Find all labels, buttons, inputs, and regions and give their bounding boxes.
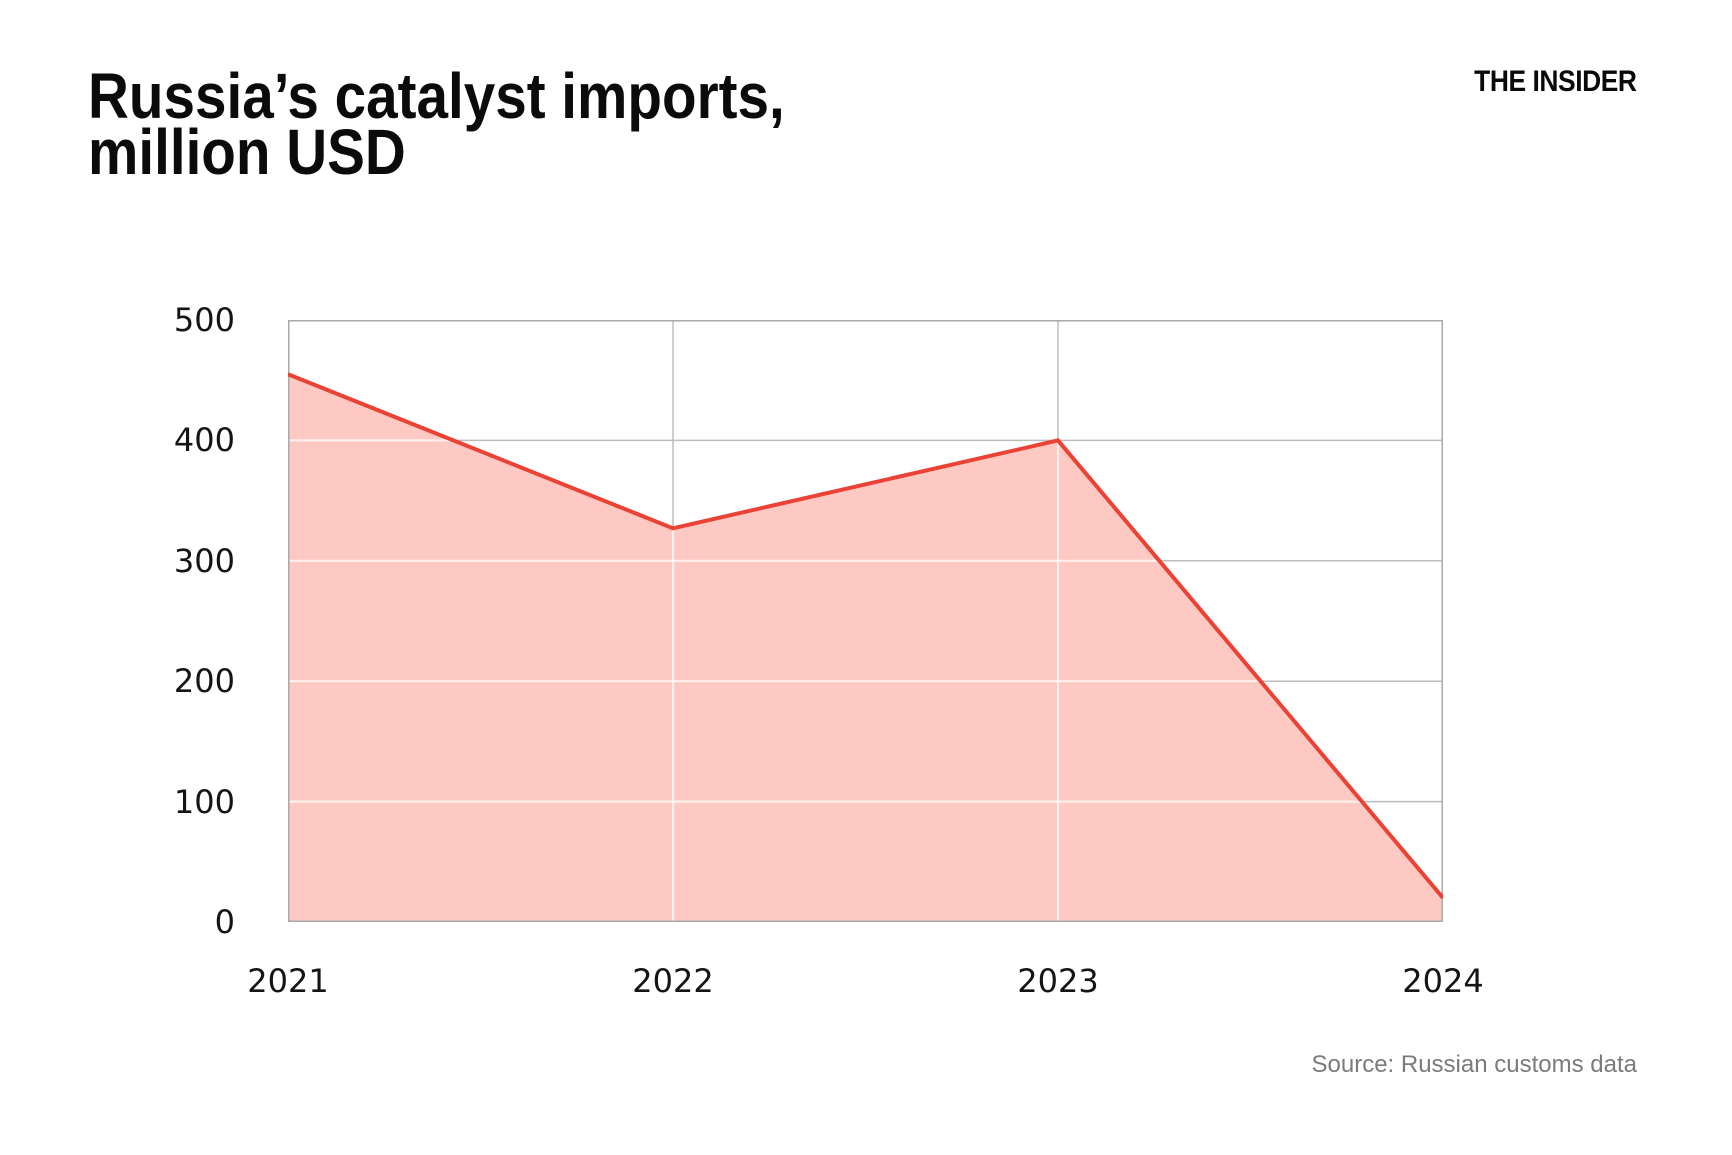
y-tick-label: 0 (214, 903, 235, 941)
x-tick-label: 2022 (632, 962, 714, 1000)
x-tick-label: 2023 (1017, 962, 1099, 1000)
x-tick-label: 2021 (247, 962, 329, 1000)
chart-title-line2: million USD (88, 116, 406, 188)
x-tick-label: 2024 (1402, 962, 1484, 1000)
area-chart (288, 320, 1443, 922)
y-tick-label: 200 (173, 662, 235, 701)
chart-title: Russia’s catalyst imports, million USD (88, 60, 785, 188)
y-tick-label: 400 (173, 421, 235, 460)
y-tick-label: 300 (173, 541, 235, 580)
brand-logo: THE INSIDER (1474, 65, 1638, 98)
y-tick-label: 100 (173, 782, 235, 821)
plot-area (288, 320, 1443, 922)
y-tick-label: 500 (173, 301, 235, 339)
source-note: Source: Russian customs data (1311, 1051, 1638, 1078)
chart-title-line1: Russia’s catalyst imports, (88, 60, 785, 132)
